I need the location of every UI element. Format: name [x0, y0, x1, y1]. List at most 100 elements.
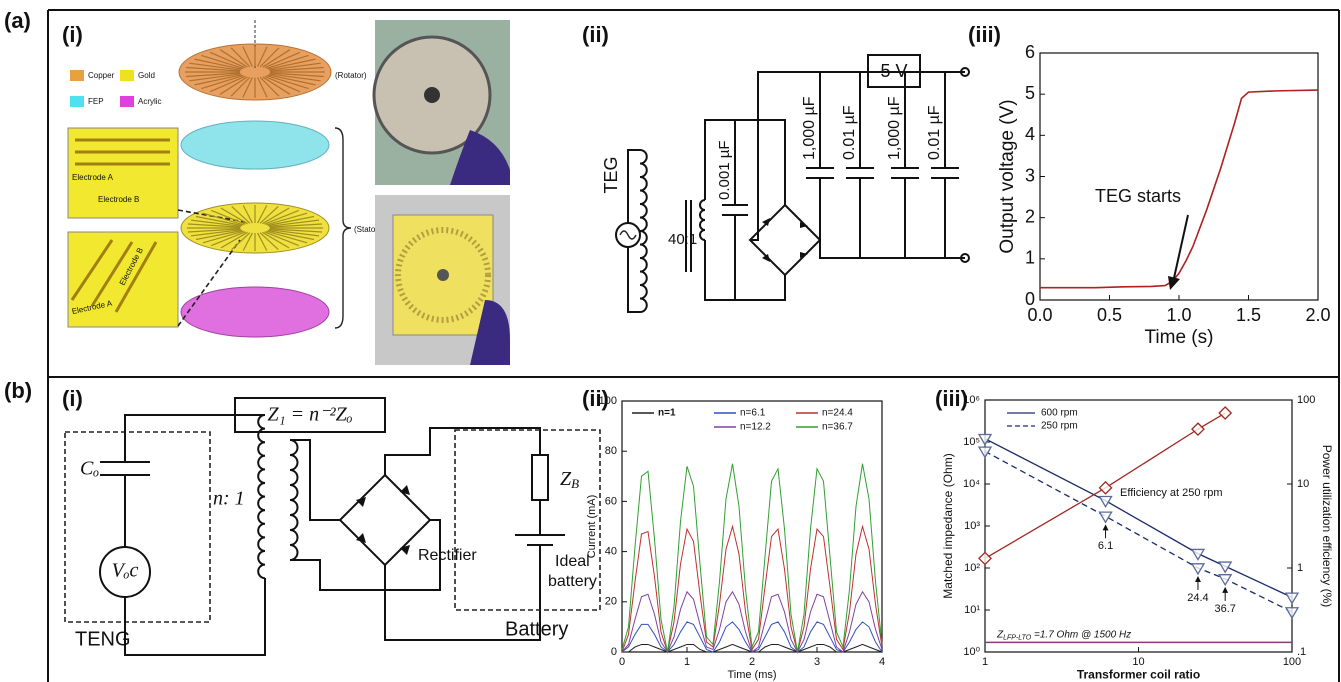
- y-tick-label: 5: [1025, 83, 1035, 103]
- bridge-rectifier: [338, 473, 432, 567]
- series-line: [621, 463, 883, 653]
- legend-label: n=24.4: [822, 408, 853, 419]
- coil: [289, 439, 299, 561]
- spoke: [264, 209, 299, 225]
- data-marker: [1098, 495, 1113, 508]
- battery-label: Battery: [505, 618, 568, 640]
- terminal: [960, 67, 970, 77]
- legend-label: n=12.2: [740, 422, 771, 433]
- spoke: [266, 230, 308, 244]
- cap-label: Cₒ: [80, 458, 99, 480]
- cap-label: 1,000 µF: [886, 96, 903, 160]
- photo-hub: [424, 87, 440, 103]
- x-tick-label: 1: [684, 656, 690, 668]
- series-line: [984, 412, 1226, 559]
- swatch: [70, 96, 84, 107]
- spoke: [269, 228, 323, 233]
- spoke: [262, 76, 291, 95]
- spoke: [231, 205, 251, 224]
- capacitor: [100, 461, 150, 476]
- y-tick-label: 60: [605, 495, 617, 507]
- spoke: [190, 229, 242, 237]
- rotator-disk: [178, 43, 332, 101]
- spoke: [268, 229, 320, 237]
- spoke: [257, 205, 268, 224]
- load-subscript: B: [571, 476, 579, 491]
- x-tick-label: 0.5: [1097, 305, 1122, 325]
- spoke: [242, 205, 253, 224]
- spoke: [267, 215, 315, 227]
- turns-ratio: n: 1: [213, 488, 245, 510]
- spoke: [194, 58, 242, 70]
- x-axis-label: Time (ms): [727, 669, 776, 681]
- y-tick-label: 1: [1025, 248, 1035, 268]
- swatch: [70, 70, 84, 81]
- wire: [124, 414, 266, 656]
- spoke: [230, 47, 251, 68]
- leader: [177, 239, 241, 327]
- battery-box: [454, 429, 601, 611]
- y-tick-label: 4: [1025, 124, 1035, 144]
- chart: 0.0 0.5 1.0 1.5 2.0 0 1 2 3 4 5 6 Time (s) Output vol…: [997, 42, 1331, 348]
- spoke: [202, 230, 244, 244]
- spoke: [262, 49, 291, 68]
- data-marker: [1284, 592, 1300, 605]
- source-wave: [619, 230, 637, 240]
- frame: [47, 9, 1340, 682]
- x-tick-label: 1: [982, 656, 988, 668]
- y2-tick-label: .1: [1297, 646, 1306, 658]
- spoke: [259, 205, 279, 224]
- x-tick-label: 3: [814, 656, 820, 668]
- spoke: [257, 77, 268, 98]
- photo-hub: [437, 269, 449, 281]
- series-line: [1040, 89, 1319, 289]
- subpanel-label: (i): [62, 386, 83, 411]
- spoke: [262, 231, 290, 249]
- terminal: [960, 253, 970, 263]
- diode: [762, 218, 808, 262]
- spoke: [269, 62, 321, 71]
- data-marker: [1218, 574, 1233, 587]
- spoke: [268, 74, 316, 86]
- spoke: [202, 212, 244, 226]
- turns-ratio: 40:1: [668, 231, 697, 248]
- arrowhead: [1222, 586, 1229, 593]
- y-tick-label: 10⁴: [963, 478, 980, 490]
- brace: [334, 127, 352, 329]
- point-label: 6.1: [1098, 540, 1113, 552]
- spoke: [268, 219, 320, 227]
- spoke: [195, 215, 243, 227]
- subpanel-label: (ii): [582, 386, 609, 411]
- x-axis-label: Time (s): [1145, 327, 1214, 348]
- spoke: [242, 46, 253, 67]
- fep-disk: [180, 120, 330, 170]
- spoke: [259, 232, 279, 251]
- spoke: [186, 66, 241, 72]
- spoke: [189, 73, 241, 82]
- spoke: [209, 75, 246, 93]
- y2-tick-label: 10: [1297, 478, 1309, 490]
- x-tick-label: 4: [879, 656, 885, 668]
- y-tick-label: 3: [1025, 165, 1035, 185]
- rotator-label: (Rotator): [335, 71, 367, 80]
- regulator-label: 5 V: [880, 61, 907, 81]
- regulator: [867, 54, 921, 88]
- y-tick-label: 0: [1025, 289, 1035, 309]
- spoke: [257, 232, 268, 251]
- reference-label-part: LFP-LTO: [1003, 634, 1032, 641]
- subpanel-label: (iii): [968, 22, 1001, 47]
- stator-disk: [180, 202, 330, 254]
- glove: [450, 130, 510, 185]
- material-label: Acrylic: [138, 97, 162, 106]
- subpanel-label: (iii): [935, 386, 968, 411]
- cap-label: 0.01 µF: [926, 105, 943, 160]
- wire: [819, 72, 946, 258]
- data-marker: [1191, 422, 1205, 437]
- legend-label: 250 rpm: [1041, 421, 1078, 432]
- reference-label: ZLFP-LTO =1.7 Ohm @ 1500 Hz: [996, 629, 1131, 641]
- y-tick-label: 10⁵: [963, 436, 980, 448]
- coil: [257, 414, 266, 580]
- device-illustration: Copper Gold FEP Acrylic (Rotator) (Stato…: [67, 20, 510, 365]
- material-label: Copper: [88, 71, 115, 80]
- arrowhead: [1102, 524, 1109, 531]
